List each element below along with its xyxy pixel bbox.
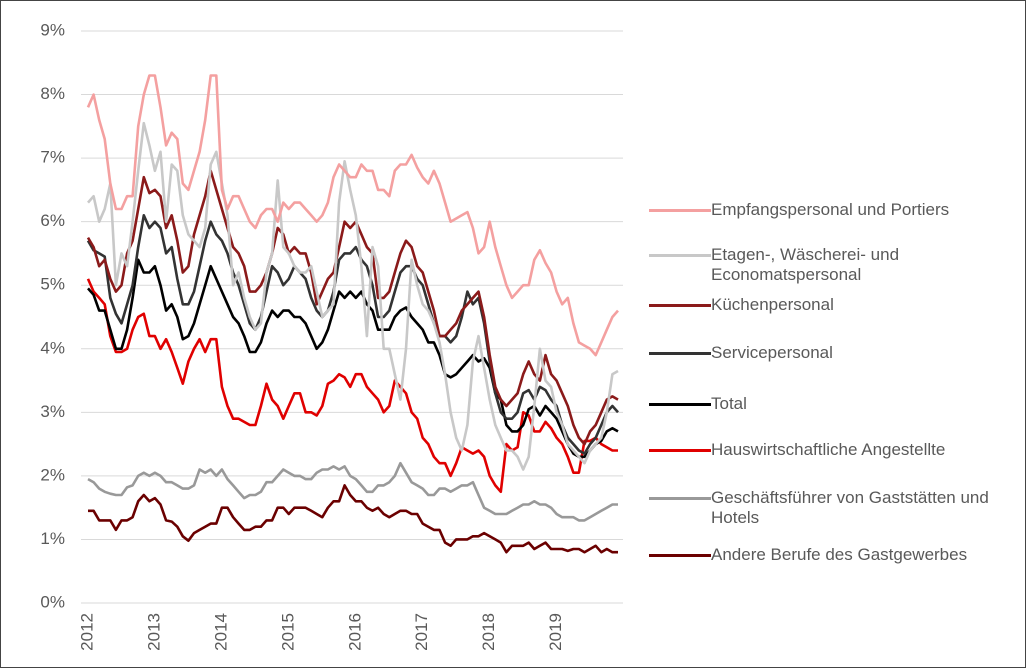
y-tick-label: 8% xyxy=(40,84,65,103)
y-tick-label: 5% xyxy=(40,275,65,294)
legend-swatch xyxy=(649,254,711,257)
legend-item: Geschäftsführer von Gaststätten und Hote… xyxy=(649,488,1021,528)
x-tick-label: 2018 xyxy=(479,613,498,651)
legend-label: Hauswirtschaftliche Angestellte xyxy=(711,440,946,459)
x-tick-label: 2015 xyxy=(278,613,297,651)
y-tick-label: 2% xyxy=(40,465,65,484)
legend-swatch xyxy=(649,304,711,307)
legend-swatch xyxy=(649,497,711,500)
legend-item: Andere Berufe des Gastgewerbes xyxy=(649,545,967,565)
legend-item: Küchenpersonal xyxy=(649,295,834,315)
legend-item: Total xyxy=(649,394,747,414)
y-tick-label: 7% xyxy=(40,148,65,167)
x-tick-label: 2013 xyxy=(144,613,163,651)
legend-item: Etagen-, Wäscherei- und Economatspersona… xyxy=(649,245,1021,285)
y-tick-label: 6% xyxy=(40,211,65,230)
y-tick-label: 1% xyxy=(40,529,65,548)
x-tick-label: 2014 xyxy=(211,613,230,651)
legend-swatch xyxy=(649,554,711,557)
series-line xyxy=(87,121,619,471)
series-line xyxy=(86,169,619,446)
legend-label: Servicepersonal xyxy=(711,343,833,362)
series-line xyxy=(87,461,618,522)
legend-swatch xyxy=(649,449,711,452)
legend-label: Andere Berufe des Gastgewerbes xyxy=(711,545,968,564)
y-tick-label: 3% xyxy=(40,402,65,421)
x-tick-label: 2017 xyxy=(412,613,431,651)
y-tick-label: 9% xyxy=(40,20,65,39)
legend-label: Geschäftsführer von Gaststätten und Hote… xyxy=(711,488,989,527)
x-tick-label: 2016 xyxy=(345,613,364,651)
legend-swatch xyxy=(649,403,711,406)
series-line xyxy=(86,214,619,455)
y-tick-label: 4% xyxy=(40,338,65,357)
x-tick-label: 2019 xyxy=(546,613,565,651)
legend-label: Empfangspersonal und Portiers xyxy=(711,200,950,219)
x-tick-label: 2012 xyxy=(77,613,96,651)
legend-swatch xyxy=(649,352,711,355)
legend-item: Servicepersonal xyxy=(649,343,833,363)
legend-label: Etagen-, Wäscherei- und Economatspersona… xyxy=(711,245,900,284)
series-line xyxy=(88,484,618,554)
legend-item: Hauswirtschaftliche Angestellte xyxy=(649,440,945,460)
y-tick-label: 0% xyxy=(40,592,65,611)
legend-item: Empfangspersonal und Portiers xyxy=(649,200,949,220)
legend-swatch xyxy=(649,209,711,212)
series-line xyxy=(86,278,618,494)
series-line xyxy=(86,74,619,357)
legend-label: Total xyxy=(711,394,747,413)
series-line xyxy=(87,258,619,459)
legend-label: Küchenpersonal xyxy=(711,295,834,314)
